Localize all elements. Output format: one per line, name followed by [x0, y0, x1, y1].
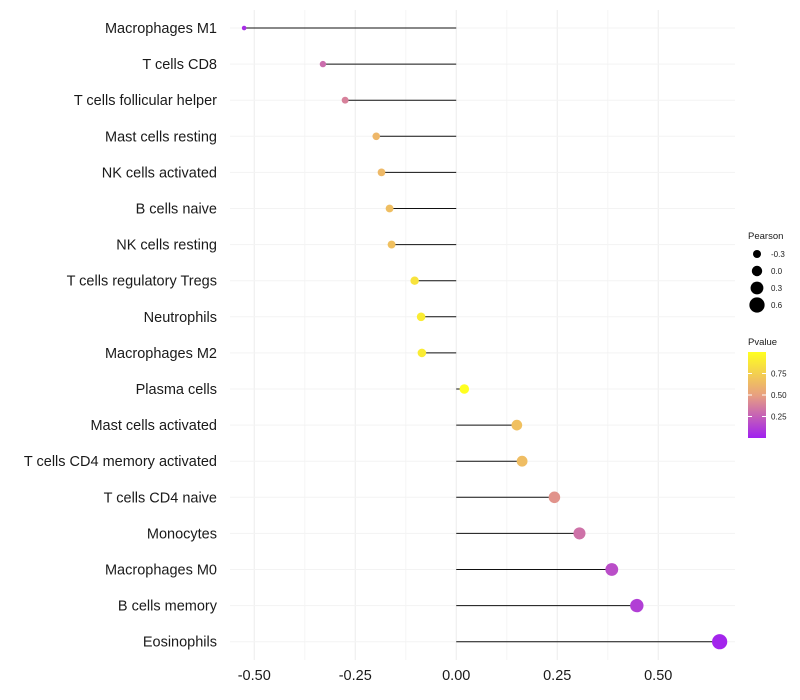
y-tick-label: Monocytes [147, 526, 217, 542]
y-tick-label: Eosinophils [143, 635, 217, 651]
data-point [548, 491, 561, 504]
y-tick-label: NK cells resting [116, 238, 217, 254]
data-point [417, 348, 427, 358]
y-tick-label: Macrophages M2 [105, 346, 217, 362]
size-legend-key [751, 265, 763, 277]
y-tick-label: B cells naive [136, 202, 217, 218]
data-point [459, 384, 470, 394]
y-tick-label: T cells CD8 [142, 57, 217, 73]
data-point [516, 455, 528, 467]
size-legend: Pearson -0.3 0.0 0.3 0.6 [748, 231, 785, 313]
y-tick-label: T cells CD4 naive [104, 490, 217, 506]
size-legend-title: Pearson [748, 231, 783, 242]
grid-lines [230, 10, 735, 660]
data-point [712, 634, 728, 650]
color-legend-label: 0.25 [771, 413, 787, 422]
stems [244, 27, 720, 643]
x-axis-ticks: -0.50 -0.25 0.00 0.25 0.50 [238, 668, 673, 684]
data-point [387, 240, 396, 249]
data-point [341, 96, 349, 104]
size-legend-label: -0.3 [771, 250, 785, 259]
size-legend-key [749, 297, 765, 313]
y-tick-label: NK cells activated [102, 165, 217, 181]
color-legend-label: 0.50 [771, 391, 787, 400]
y-tick-label: Macrophages M0 [105, 563, 217, 579]
x-tick-label: 0.50 [644, 668, 672, 684]
y-tick-label: T cells follicular helper [74, 93, 217, 109]
data-point [410, 276, 419, 285]
y-tick-label: T cells regulatory Tregs [67, 274, 217, 290]
color-legend: Pvalue 0.75 0.50 0.25 [748, 337, 787, 438]
size-legend-label: 0.6 [771, 301, 783, 310]
data-point [630, 598, 644, 613]
data-point [573, 527, 586, 540]
y-tick-label: T cells CD4 memory activated [24, 454, 217, 470]
size-legend-label: 0.3 [771, 284, 783, 293]
y-tick-label: Neutrophils [144, 310, 217, 326]
size-legend-label: 0.0 [771, 267, 783, 276]
data-point [319, 60, 327, 68]
y-tick-label: Mast cells activated [90, 418, 217, 434]
color-legend-label: 0.75 [771, 370, 787, 379]
x-tick-label: 0.25 [543, 668, 571, 684]
data-point [372, 132, 381, 141]
data-point [377, 168, 386, 177]
y-axis-labels: Macrophages M1 T cells CD8 T cells follicu… [24, 21, 218, 651]
y-tick-label: Mast cells resting [105, 129, 217, 145]
y-tick-label: B cells memory [118, 599, 218, 615]
data-point [385, 204, 394, 213]
x-tick-label: -0.50 [238, 668, 271, 684]
data-point [605, 563, 619, 576]
y-tick-label: Plasma cells [136, 382, 217, 398]
x-tick-label: 0.00 [442, 668, 470, 684]
data-point [241, 25, 247, 31]
color-bar [748, 352, 766, 438]
y-tick-label: Macrophages M1 [105, 21, 217, 37]
points [241, 25, 728, 650]
color-legend-title: Pvalue [748, 337, 777, 348]
x-tick-label: -0.25 [339, 668, 372, 684]
data-point [416, 312, 426, 322]
size-legend-key [750, 281, 764, 295]
data-point [511, 419, 523, 431]
size-legend-key [753, 250, 761, 258]
